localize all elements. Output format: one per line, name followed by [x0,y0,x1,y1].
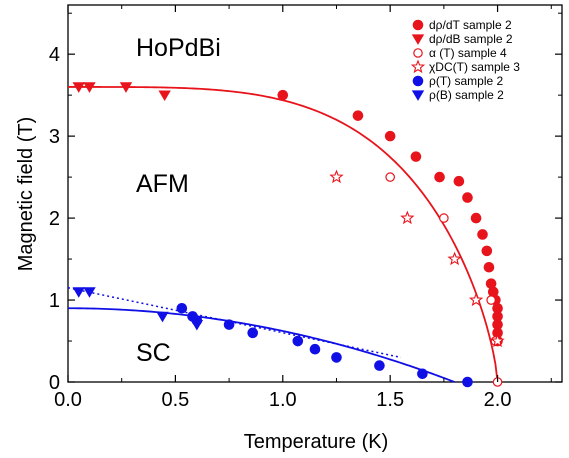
series-5-point [156,311,169,323]
legend-marker-5 [411,90,425,101]
x-tick-label: 1.0 [269,389,297,411]
series-1-point [119,82,133,93]
afm-phase-boundary [68,86,499,383]
series-0-point [492,319,503,330]
legend-label-2: α (T) sample 4 [429,46,507,60]
region-label-afm: AFM [136,170,189,198]
data-markers [72,82,505,388]
legend-label-4: ρ(T) sample 2 [429,74,504,88]
y-tick-label: 0 [49,372,60,394]
series-2-point [486,295,496,305]
series-3-point [400,210,415,225]
legend-marker-4 [412,75,424,87]
series-0-point [462,192,473,203]
series-1-point [83,82,96,93]
series-4-point [309,343,321,355]
legend-marker-0 [412,19,424,31]
series-3-point [490,333,505,348]
series-0-point [483,261,495,273]
series-0-point [492,311,503,322]
series-0-point [485,278,497,289]
series-4-point [223,319,235,330]
y-tick-label: 4 [49,44,60,66]
x-tick-label: 2.0 [484,389,512,411]
sc-fit-dotted [67,287,402,359]
legend-label-1: dρ/dB sample 2 [429,32,513,46]
y-tick-label: 3 [49,126,60,148]
region-label-hopdbi: HoPdBi [136,34,221,62]
series-1-point [158,90,171,102]
legend-label-0: dρ/dT sample 2 [429,18,512,32]
legend-marker-1 [411,34,425,45]
series-5-point [190,319,204,331]
series-0-point [453,175,465,187]
series-3-point [447,251,462,266]
axis-ticks: 0.0 0.5 1.0 1.5 2.0 0 1 2 3 4 [49,5,562,411]
plot-frame [67,4,563,383]
legend-marker-3 [410,59,426,74]
series-0-point [481,245,493,257]
series-0-point [492,302,503,314]
series-4-point [331,352,342,363]
x-axis-label: Temperature (K) [244,431,389,453]
series-3-point [329,169,344,184]
y-axis-label: Magnetic field (T) [15,117,37,272]
x-tick-label: 0.5 [161,389,189,411]
series-4-point [176,302,188,314]
series-2-point [439,213,449,223]
series-4-point [417,368,428,380]
x-tick-label: 1.5 [376,389,404,411]
y-tick-label: 2 [49,208,60,230]
series-4-point [247,327,259,339]
series-0-point [384,130,396,142]
series-4-point [462,376,473,388]
series-0-point [470,212,482,224]
series-0-point [352,110,364,121]
series-0-point [487,286,499,298]
legend: dρ/dT sample 2dρ/dB sample 2α (T) sample… [410,18,520,102]
region-label-sc: SC [136,339,171,367]
series-2-point [385,172,395,182]
series-3-point [468,292,484,307]
series-4-point [292,335,304,347]
series-1-point [72,82,85,93]
series-0-point [492,327,503,339]
y-tick-label: 1 [49,290,60,312]
fit-curves [67,86,499,383]
series-0-point [434,171,445,183]
series-0-point [477,229,488,240]
series-5-point [72,287,85,298]
series-0-point [410,151,422,162]
series-0-point [277,89,289,101]
legend-label-3: χDC(T) sample 3 [429,60,520,74]
legend-marker-2 [413,48,423,58]
series-5-point [83,287,96,298]
series-4-point [374,360,385,371]
sc-fit-solid [68,307,455,383]
legend-label-5: ρ(B) sample 2 [429,88,504,102]
x-tick-label: 0.0 [54,389,82,411]
